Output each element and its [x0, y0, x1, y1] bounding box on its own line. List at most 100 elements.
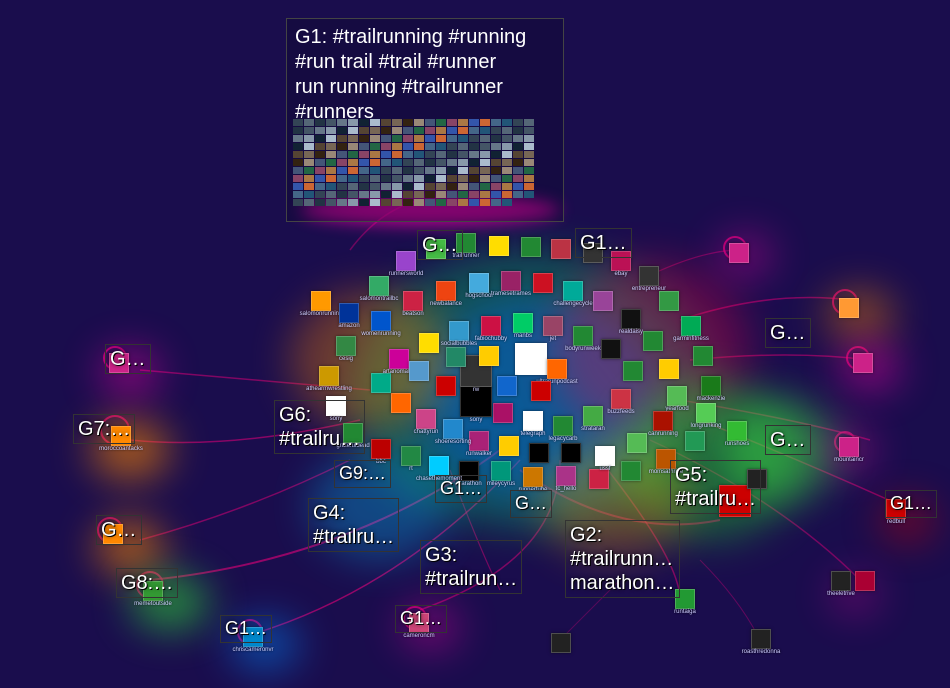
- network-node[interactable]: telegraph: [523, 411, 543, 431]
- group-label-line: G6:: [279, 403, 360, 427]
- thumbnail: [359, 167, 369, 174]
- network-node[interactable]: athearmwrestling: [319, 366, 339, 386]
- network-node[interactable]: runshoes: [727, 421, 747, 441]
- network-node[interactable]: roasthredonna: [751, 629, 771, 649]
- network-node[interactable]: [521, 237, 541, 257]
- thumbnail: [293, 175, 303, 182]
- network-node[interactable]: [529, 443, 549, 463]
- network-node[interactable]: strataran: [583, 406, 603, 426]
- network-node[interactable]: salomontrailbc: [369, 276, 389, 296]
- network-node[interactable]: legacycarb: [553, 416, 573, 436]
- group-label: G1…: [395, 605, 447, 633]
- network-node[interactable]: [551, 239, 571, 259]
- network-node[interactable]: cesig: [336, 336, 356, 356]
- network-node[interactable]: [489, 236, 509, 256]
- node-label: ussf: [599, 466, 610, 472]
- network-node[interactable]: tramesetrames: [501, 271, 521, 291]
- network-node[interactable]: [659, 359, 679, 379]
- node-label: theeletrive: [827, 591, 855, 597]
- network-node[interactable]: [853, 353, 873, 373]
- network-node[interactable]: [497, 376, 517, 396]
- thumbnail: [315, 151, 325, 158]
- network-node[interactable]: [446, 347, 466, 367]
- network-node[interactable]: amazon: [339, 303, 359, 323]
- group-label: G6:#trailru…: [274, 400, 365, 454]
- network-node[interactable]: [493, 403, 513, 423]
- group-label-line: #trailru…: [279, 427, 360, 451]
- network-node[interactable]: mackenzie: [701, 376, 721, 396]
- network-node[interactable]: buzzfeeds: [611, 389, 631, 409]
- thumbnail: [502, 175, 512, 182]
- network-node[interactable]: fabiochubby: [481, 316, 501, 336]
- network-node[interactable]: realdaisy: [621, 309, 641, 329]
- network-node[interactable]: [533, 273, 553, 293]
- network-node[interactable]: newbalance: [436, 281, 456, 301]
- network-node[interactable]: runnertube: [523, 467, 543, 487]
- network-node[interactable]: [371, 373, 391, 393]
- network-node[interactable]: [551, 633, 571, 653]
- thumbnail: [370, 183, 380, 190]
- network-node[interactable]: ussf: [595, 446, 615, 466]
- network-node[interactable]: [839, 298, 859, 318]
- network-node[interactable]: [729, 243, 749, 263]
- network-node[interactable]: [479, 346, 499, 366]
- network-node[interactable]: runnersworld: [396, 251, 416, 271]
- network-node[interactable]: socialbubbles: [449, 321, 469, 341]
- thumbnail: [392, 143, 402, 150]
- network-node[interactable]: jet: [543, 316, 563, 336]
- network-node[interactable]: [419, 333, 439, 353]
- network-node[interactable]: womenrunning: [371, 311, 391, 331]
- network-node[interactable]: challengecycle: [563, 281, 583, 301]
- network-node[interactable]: chattyrun: [416, 409, 436, 429]
- thumbnail: [326, 127, 336, 134]
- network-node[interactable]: runwalker: [469, 431, 489, 451]
- network-node[interactable]: [601, 339, 621, 359]
- network-node[interactable]: beatson: [403, 291, 423, 311]
- network-node[interactable]: garminfitness: [681, 316, 701, 336]
- network-node[interactable]: shoeresorting: [443, 419, 463, 439]
- network-node[interactable]: [685, 431, 705, 451]
- network-node[interactable]: [621, 461, 641, 481]
- network-node[interactable]: [436, 376, 456, 396]
- network-node[interactable]: manbs: [513, 313, 533, 333]
- network-node[interactable]: tc_hello: [556, 466, 576, 486]
- network-node[interactable]: yearfood: [667, 386, 687, 406]
- network-node[interactable]: [499, 436, 519, 456]
- thumbnail: [348, 167, 358, 174]
- network-node[interactable]: ultrarunpodcast: [547, 359, 567, 379]
- network-node[interactable]: bodyrunweek: [573, 326, 593, 346]
- network-node[interactable]: [561, 443, 581, 463]
- network-node[interactable]: chasethemoment: [429, 456, 449, 476]
- network-node[interactable]: mountaincr: [839, 437, 859, 457]
- network-node[interactable]: rt: [401, 446, 421, 466]
- network-node[interactable]: [515, 343, 547, 375]
- network-node[interactable]: artanomalist: [389, 349, 409, 369]
- group-label: G2:#trailrunn…marathon…: [565, 520, 680, 598]
- network-node[interactable]: salomonrunning: [311, 291, 331, 311]
- thumbnail: [348, 135, 358, 142]
- network-node[interactable]: [589, 469, 609, 489]
- thumbnail: [337, 191, 347, 198]
- network-node[interactable]: [391, 393, 411, 413]
- network-node[interactable]: [855, 571, 875, 591]
- group-label-line: #trailrun…: [425, 567, 517, 591]
- network-node[interactable]: longrunking: [696, 403, 716, 423]
- network-node[interactable]: [643, 331, 663, 351]
- network-node[interactable]: [593, 291, 613, 311]
- network-node[interactable]: [693, 346, 713, 366]
- network-node[interactable]: entrepreneur: [639, 266, 659, 286]
- network-node[interactable]: [623, 361, 643, 381]
- thumbnail: [447, 167, 457, 174]
- network-node[interactable]: hogschool: [469, 273, 489, 293]
- network-node[interactable]: [659, 291, 679, 311]
- network-node[interactable]: [627, 433, 647, 453]
- network-node[interactable]: mileycyrus: [491, 461, 511, 481]
- thumbnail: [348, 183, 358, 190]
- network-node[interactable]: theeletrive: [831, 571, 851, 591]
- network-node[interactable]: bbc: [371, 439, 391, 459]
- thumbnail: [524, 127, 534, 134]
- network-node[interactable]: [531, 381, 551, 401]
- network-node[interactable]: canrunning: [653, 411, 673, 431]
- thumbnail: [403, 191, 413, 198]
- network-node[interactable]: [409, 361, 429, 381]
